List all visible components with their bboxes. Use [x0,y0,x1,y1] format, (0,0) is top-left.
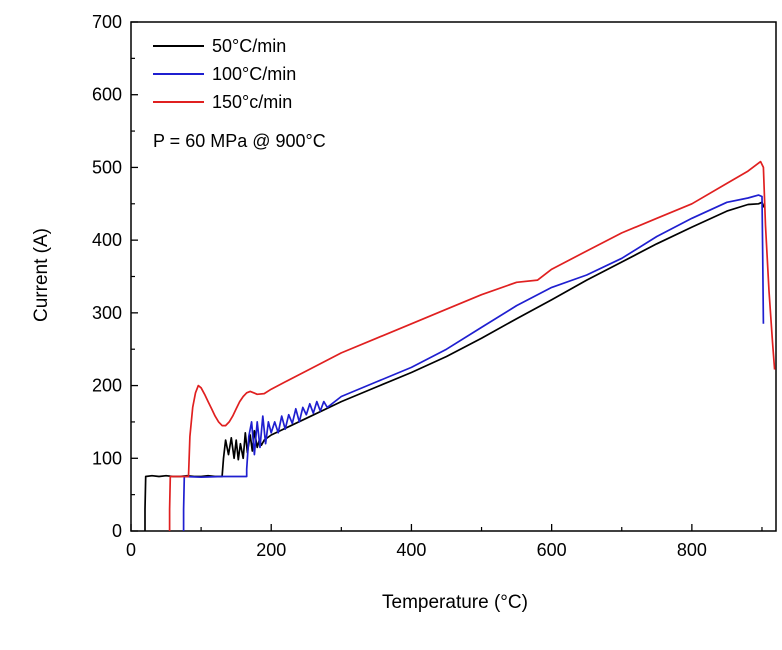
y-tick-label: 100 [92,448,122,468]
axes-layer: 0 200 400 600 800 0 100 200 300 400 500 600 700 [92,12,763,560]
legend-label-3: 150°c/min [212,92,292,112]
y-tick-label: 200 [92,376,122,396]
x-tick-label: 600 [537,540,567,560]
y-axis-title: Current (A) [31,228,52,322]
x-tick-label: 400 [396,540,426,560]
legend: 50°C/min 100°C/min 150°c/min [153,36,296,112]
y-tick-label: 600 [92,85,122,105]
y-tick-label: 300 [92,303,122,323]
y-tick-label: 400 [92,230,122,250]
legend-label-1: 50°C/min [212,36,286,56]
series-layer [144,160,776,531]
x-axis-title: Temperature (°C) [382,592,528,613]
y-tick-label: 700 [92,12,122,32]
series-line-2 [182,194,765,531]
pressure-annotation: P = 60 MPa @ 900°C [153,131,326,151]
legend-label-2: 100°C/min [212,64,296,84]
y-tick-label: 0 [112,521,122,541]
series-line-1 [144,201,765,531]
x-tick-label: 800 [677,540,707,560]
y-tick-label: 500 [92,157,122,177]
x-tick-label: 0 [126,540,136,560]
series-line-3 [168,160,776,531]
x-tick-label: 200 [256,540,286,560]
